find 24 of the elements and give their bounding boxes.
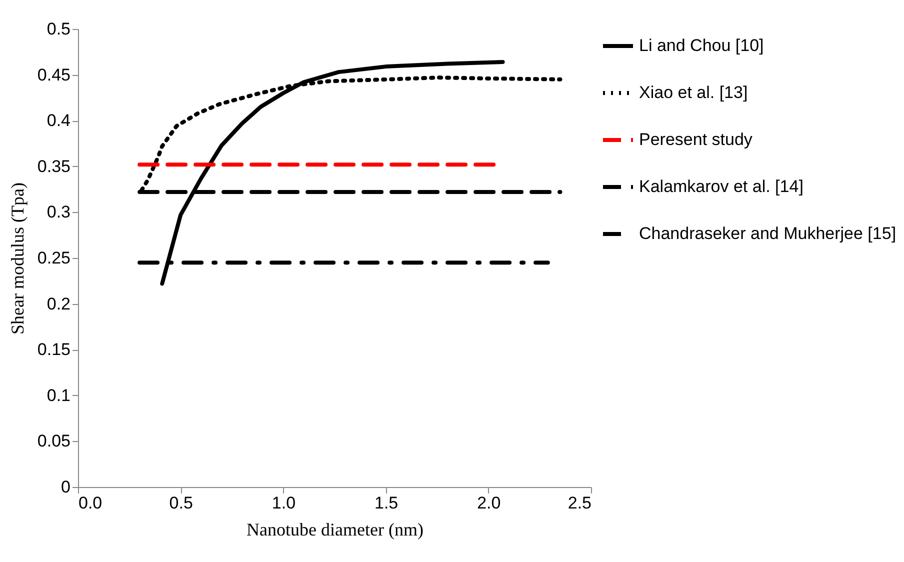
y-tick-label: 0 (61, 478, 70, 496)
y-tick-label: 0.15 (37, 340, 70, 360)
legend-label: Kalamkarov et al. [14] (639, 177, 804, 196)
x-axis-title: Nanotube diameter (nm) (246, 520, 424, 540)
x-tick-label: 1.0 (272, 494, 296, 512)
legend-label: Peresent study (639, 130, 753, 149)
y-tick-label: 0.3 (46, 202, 70, 222)
y-tick-label: 0.5 (46, 20, 70, 38)
y-tick-label: 0.35 (37, 156, 70, 176)
x-tick-label: 0.5 (169, 494, 193, 512)
x-tick-label: 2.5 (568, 494, 592, 512)
y-tick-label: 0.25 (37, 248, 70, 268)
y-tick-label: 0.05 (37, 432, 70, 451)
y-tick-label: 0.4 (46, 111, 70, 130)
y-tick-label: 0.45 (37, 65, 70, 84)
y-tick-label: 0.1 (46, 386, 70, 405)
x-tick-label: 1.5 (374, 494, 398, 512)
legend-label: Li and Chou [10] (639, 36, 764, 55)
x-tick-label: 2.0 (477, 494, 501, 512)
y-axis-title: Shear modulus (Tpa) (7, 182, 28, 334)
legend-label: Chandraseker and Mukherjee [15] (639, 224, 896, 243)
legend-label: Xiao et al. [13] (639, 83, 748, 102)
y-tick-label: 0.2 (46, 294, 70, 314)
x-tick-label: 0.0 (78, 494, 102, 512)
